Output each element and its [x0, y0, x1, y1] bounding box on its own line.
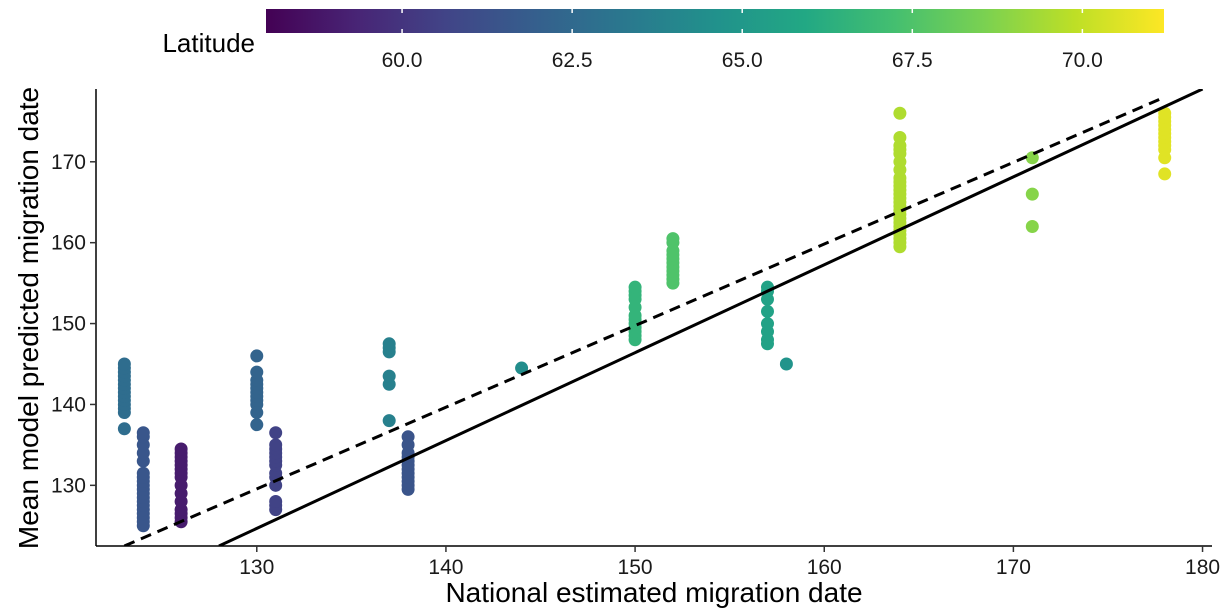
legend-tick-label: 70.0: [1062, 49, 1103, 72]
data-point: [893, 131, 907, 145]
data-point: [893, 106, 907, 120]
data-point: [1158, 167, 1172, 181]
data-point: [269, 495, 283, 509]
data-point: [666, 232, 680, 246]
data-point: [250, 365, 264, 379]
y-tick-label: 140: [51, 393, 86, 416]
data-point: [174, 442, 188, 456]
y-tick-label: 130: [51, 474, 86, 497]
data-point: [1025, 187, 1039, 201]
axes: 130 140 150 160 170 180 130 140 150 160 170 Natio…: [13, 87, 1220, 608]
legend-tick-label: 67.5: [892, 49, 933, 72]
legend-tick-label: 60.0: [382, 49, 423, 72]
data-point: [136, 466, 150, 480]
x-ticks: 130 140 150 160 170 180: [239, 546, 1220, 579]
plot-area: [117, 89, 1204, 546]
data-point: [760, 304, 774, 318]
y-tick-label: 160: [51, 232, 86, 255]
data-point: [269, 426, 283, 440]
data-point: [382, 414, 396, 428]
data-point: [250, 418, 264, 432]
solid-reference-line: [218, 89, 1204, 546]
data-point: [779, 357, 793, 371]
data-point: [117, 357, 131, 371]
data-point: [628, 280, 642, 294]
reference-lines: [123, 89, 1204, 546]
data-point: [382, 369, 396, 383]
data-point: [1025, 220, 1039, 234]
x-tick-label: 160: [807, 556, 842, 579]
x-tick-label: 150: [618, 556, 653, 579]
data-point: [136, 426, 150, 440]
data-point: [250, 349, 264, 363]
data-point: [117, 422, 131, 436]
data-point: [760, 317, 774, 331]
data-point: [382, 337, 396, 351]
data-point: [269, 438, 283, 452]
x-axis-title: National estimated migration date: [445, 577, 862, 608]
data-point: [1158, 106, 1172, 120]
x-tick-label: 170: [996, 556, 1031, 579]
legend-tick-label: 65.0: [722, 49, 763, 72]
legend-title: Latitude: [162, 28, 255, 58]
x-tick-label: 130: [239, 556, 274, 579]
data-point: [1025, 151, 1039, 165]
legend-tick-label: 62.5: [552, 49, 593, 72]
x-tick-label: 180: [1185, 556, 1220, 579]
y-axis-title: Mean model predicted migration date: [13, 87, 44, 549]
legend-colorbar: [266, 9, 1164, 33]
legend: Latitude 60.0 62.5 65.0 67.5 70.0: [162, 9, 1164, 72]
data-point: [515, 361, 529, 375]
y-tick-label: 150: [51, 313, 86, 336]
y-tick-label: 170: [51, 151, 86, 174]
legend-ticks: 60.0 62.5 65.0 67.5 70.0: [382, 9, 1103, 72]
y-ticks: 130 140 150 160 170: [51, 151, 96, 497]
data-point: [401, 430, 415, 444]
points: [117, 106, 1172, 533]
dashed-reference-line: [123, 95, 1166, 546]
x-tick-label: 140: [428, 556, 463, 579]
